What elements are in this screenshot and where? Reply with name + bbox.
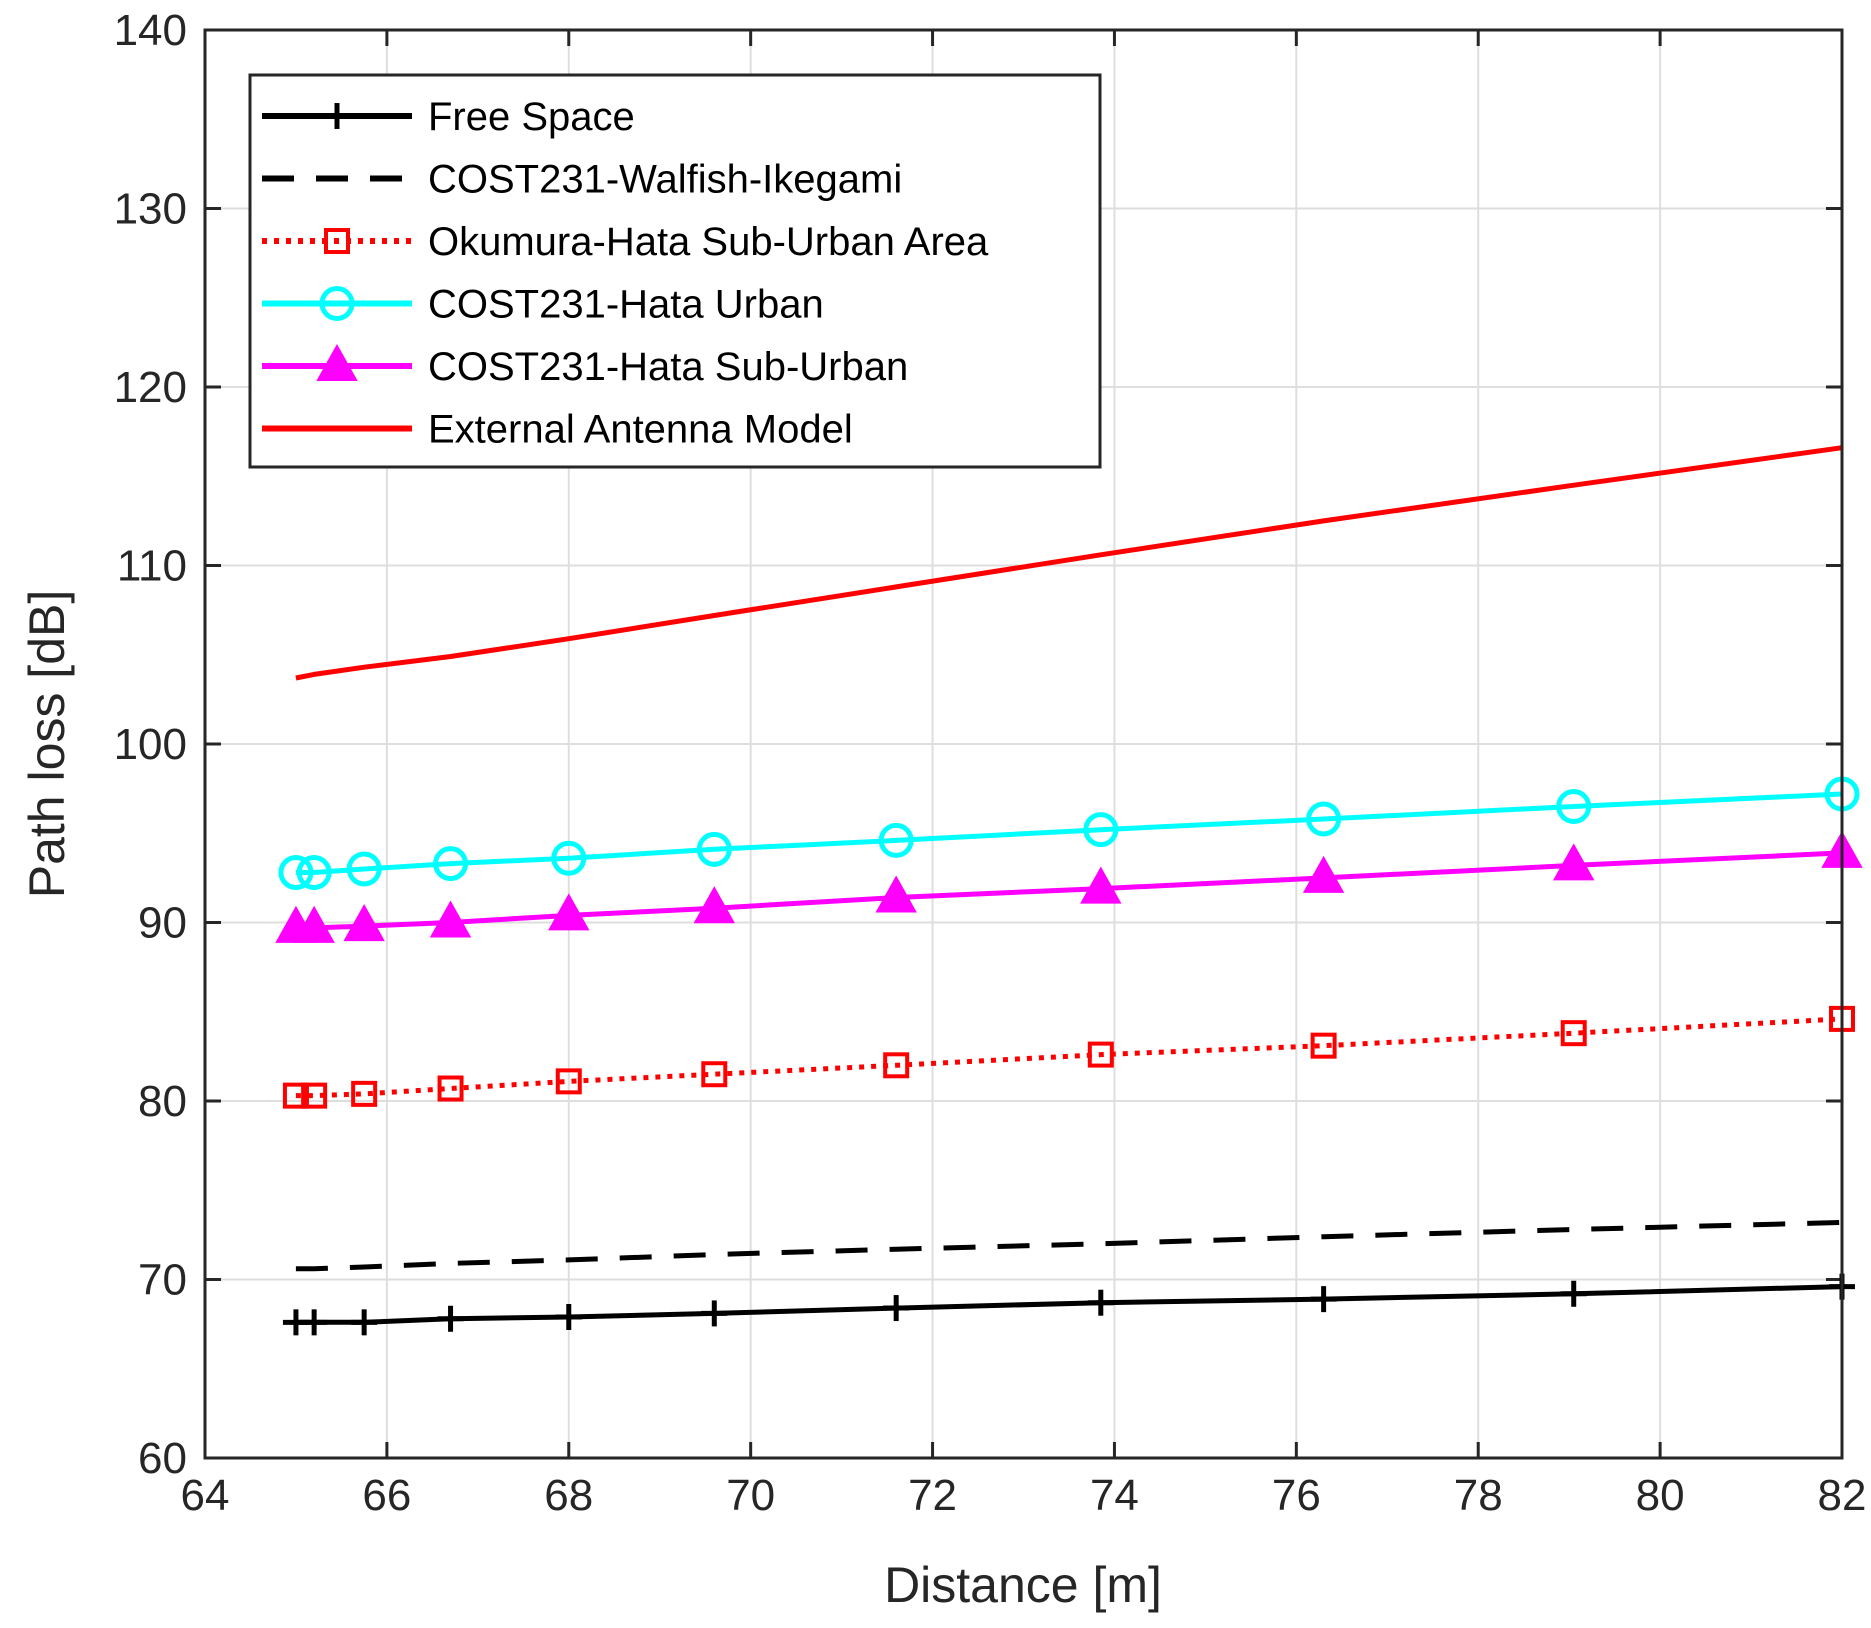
data-series — [275, 445, 1863, 1336]
x-tick-label: 80 — [1636, 1471, 1685, 1520]
data-point — [701, 1300, 728, 1327]
series-free-space — [282, 1273, 1855, 1336]
data-point — [351, 1080, 378, 1107]
y-tick-label: 140 — [114, 6, 187, 55]
y-tick-label: 110 — [117, 542, 187, 591]
legend-entry: COST231-Walfish-Ikegami — [262, 158, 902, 202]
series-okumura-hata-sub-urban-area — [282, 1005, 1855, 1109]
y-tick-label: 60 — [138, 1434, 187, 1483]
data-point — [437, 1305, 464, 1332]
y-axis-title: Path loss [dB] — [19, 590, 75, 899]
legend-marker — [324, 103, 350, 129]
data-point — [296, 855, 332, 891]
x-tick-label: 72 — [908, 1471, 957, 1520]
data-point — [351, 1309, 378, 1336]
series-external-antenna-model — [295, 445, 1843, 681]
legend-entry: Okumura-Hata Sub-Urban Area — [262, 220, 989, 264]
y-tick-label: 100 — [114, 720, 187, 769]
legend-label: External Antenna Model — [428, 408, 853, 452]
x-tick-label: 74 — [1090, 1471, 1139, 1520]
legend: Free Space COST231-Walfish-Ikegami Okumura… — [248, 73, 1102, 469]
data-point — [429, 900, 472, 938]
legend-label: COST231-Hata Sub-Urban — [428, 345, 908, 389]
x-tick-label: 68 — [544, 1471, 593, 1520]
x-tick-label: 82 — [1818, 1471, 1867, 1520]
series-cost231-walfish-ikegami — [295, 1219, 1843, 1272]
data-point — [883, 1052, 910, 1079]
data-point — [1302, 855, 1345, 893]
data-point — [875, 875, 917, 913]
data-point — [301, 1309, 328, 1336]
y-tick-label: 130 — [114, 185, 187, 234]
legend-label: Free Space — [428, 95, 635, 139]
data-point — [1083, 812, 1119, 848]
data-point — [551, 840, 587, 876]
data-point — [437, 1075, 464, 1102]
x-tick-label: 66 — [362, 1471, 411, 1520]
data-point — [1556, 788, 1592, 824]
data-point — [883, 1295, 910, 1322]
data-point — [1087, 1041, 1114, 1068]
legend-box — [248, 73, 1102, 469]
plot-frame — [203, 28, 1844, 1460]
legend-entry: External Antenna Model — [262, 408, 853, 452]
series-cost231-hata-urban — [278, 776, 1860, 891]
y-tick-label: 70 — [138, 1256, 187, 1305]
data-point — [878, 822, 914, 858]
series-cost231-hata-sub-urban — [275, 830, 1863, 943]
series-line — [295, 1219, 1843, 1272]
data-point — [282, 1082, 309, 1109]
data-point — [555, 1068, 582, 1095]
data-point — [696, 831, 732, 867]
legend-label: COST231-Hata Urban — [428, 283, 824, 327]
x-tick-label: 64 — [181, 1471, 230, 1520]
data-point — [1310, 1032, 1337, 1059]
x-tick-label: 78 — [1454, 1471, 1503, 1520]
data-point — [1080, 866, 1122, 904]
data-point — [1087, 1289, 1114, 1316]
legend-entry: COST231-Hata Sub-Urban — [262, 343, 908, 389]
legend-entry: Free Space — [262, 95, 635, 139]
x-tick-labels: 64 66 68 70 72 74 76 78 80 82 — [181, 1471, 1867, 1520]
data-point — [701, 1061, 728, 1088]
data-point — [1310, 1286, 1337, 1313]
data-point — [343, 904, 385, 942]
legend-marker — [324, 228, 350, 254]
legend-marker — [319, 286, 355, 321]
data-point — [293, 905, 335, 943]
x-tick-label: 76 — [1272, 1471, 1321, 1520]
data-point — [548, 893, 590, 931]
data-point — [301, 1082, 328, 1109]
data-point — [433, 846, 469, 882]
data-point — [346, 851, 382, 887]
legend-entry: COST231-Hata Urban — [262, 283, 824, 327]
series-line — [295, 1016, 1843, 1099]
x-tick-label: 70 — [726, 1471, 775, 1520]
legend-label: COST231-Walfish-Ikegami — [428, 158, 902, 202]
series-line — [295, 445, 1843, 681]
data-point — [1560, 1020, 1587, 1047]
data-point — [693, 886, 735, 924]
y-tick-label: 80 — [138, 1077, 187, 1126]
data-point — [555, 1303, 582, 1330]
legend-marker — [316, 343, 358, 381]
data-point — [1560, 1280, 1587, 1307]
y-tick-label: 90 — [138, 899, 187, 948]
x-axis-title: Distance [m] — [884, 1557, 1162, 1613]
data-point — [1553, 843, 1595, 881]
data-point — [1306, 801, 1342, 837]
y-tick-label: 120 — [114, 363, 187, 412]
legend-label: Okumura-Hata Sub-Urban Area — [428, 220, 989, 264]
data-point — [278, 855, 314, 891]
y-tick-labels: 60 70 80 90 100 110 120 130 140 — [114, 6, 187, 1483]
